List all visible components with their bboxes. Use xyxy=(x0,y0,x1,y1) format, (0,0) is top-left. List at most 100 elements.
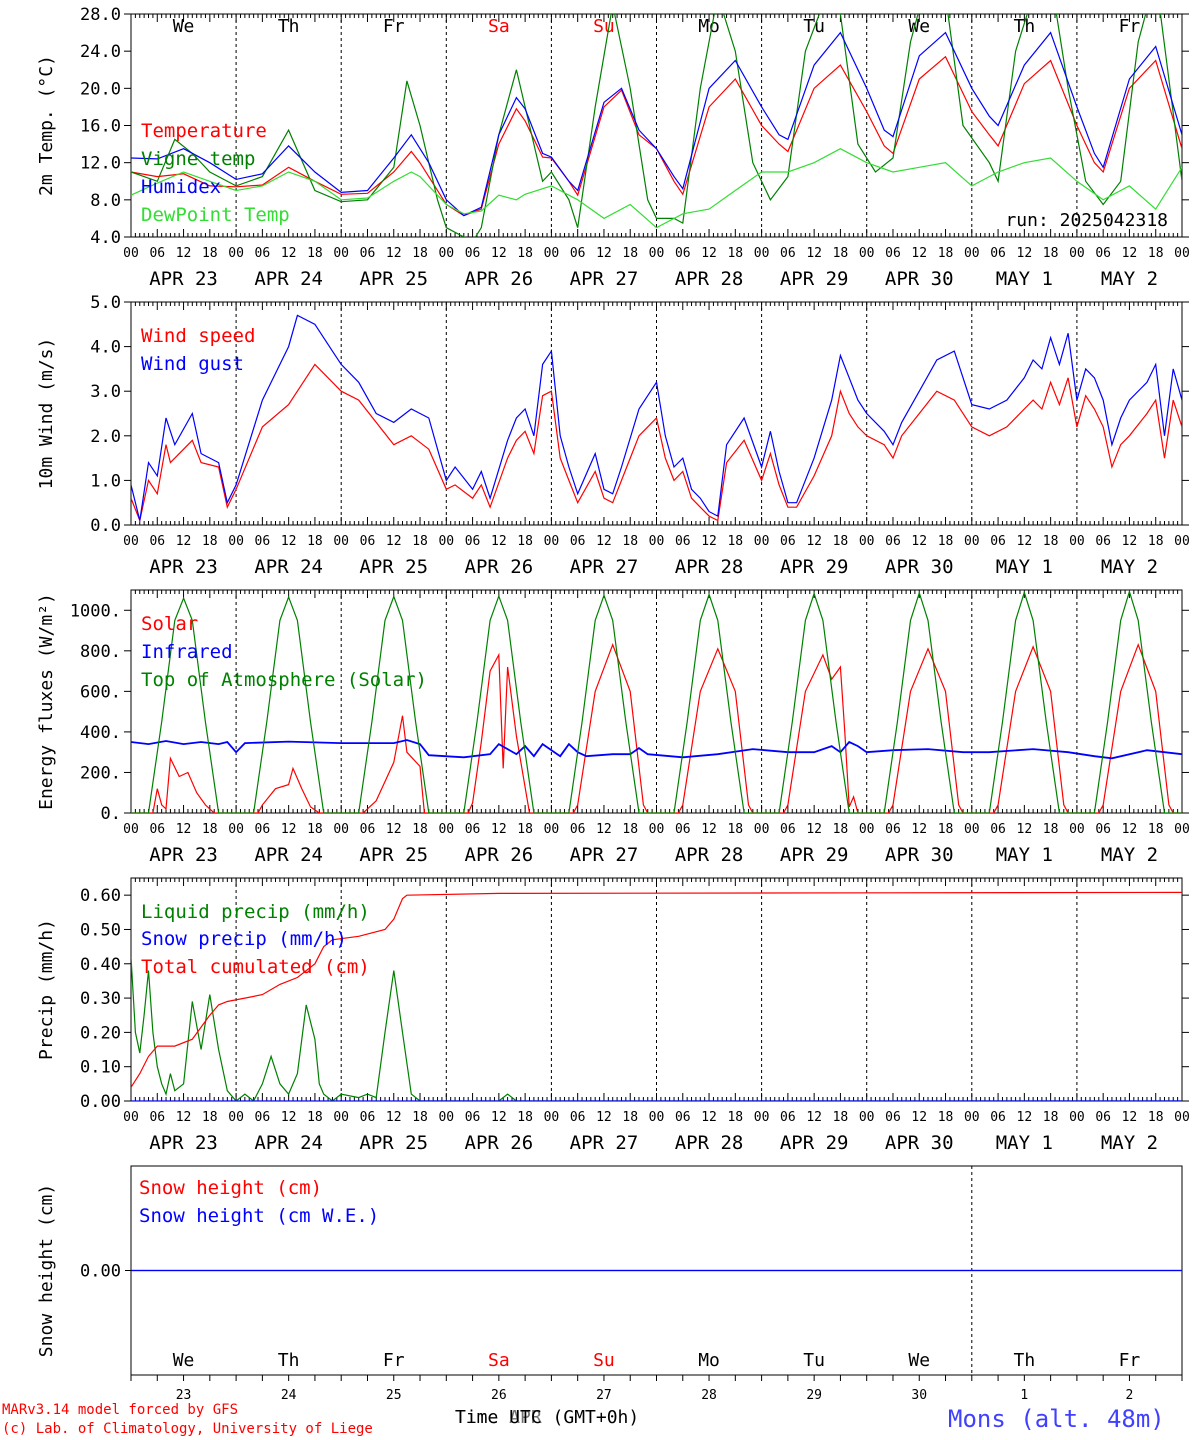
date-label: MAY 1 xyxy=(996,556,1053,578)
series-line-humidex xyxy=(131,31,1182,217)
hour-tick-label: 06 xyxy=(255,1110,271,1125)
y-axis-title: Precip (mm/h) xyxy=(36,919,57,1060)
hour-tick-label: 06 xyxy=(149,1110,165,1125)
date-label: APR 23 xyxy=(149,556,218,578)
hour-tick-label: 06 xyxy=(465,822,481,837)
date-label: MAY 1 xyxy=(996,844,1053,866)
date-label: APR 25 xyxy=(359,1132,428,1154)
hour-tick-label: 18 xyxy=(1043,1110,1059,1125)
day-label: Th xyxy=(278,16,300,37)
hour-tick-label: 00 xyxy=(123,534,139,549)
hour-tick-label: 18 xyxy=(833,1110,849,1125)
hour-tick-label: 18 xyxy=(307,246,323,261)
day-label: Fr xyxy=(383,1350,405,1371)
hour-tick-label: 06 xyxy=(255,822,271,837)
hour-tick-label: 12 xyxy=(911,1110,927,1125)
hour-tick-label: 18 xyxy=(412,246,428,261)
hour-tick-label: 00 xyxy=(228,822,244,837)
hour-tick-label: 12 xyxy=(281,534,297,549)
hour-tick-label: 06 xyxy=(1095,822,1111,837)
y-tick-label: 0.60 xyxy=(80,886,121,906)
hour-tick-label: 00 xyxy=(1069,822,1085,837)
day-label: Mo xyxy=(698,1350,720,1371)
day-label: Th xyxy=(278,1350,300,1371)
hour-tick-label: 18 xyxy=(938,822,954,837)
date-label: APR 26 xyxy=(465,556,534,578)
hour-tick-label: 18 xyxy=(622,246,638,261)
hour-tick-label: 00 xyxy=(1069,534,1085,549)
hour-tick-label: 18 xyxy=(202,822,218,837)
y-tick-label: 0.40 xyxy=(80,955,121,975)
hour-tick-label: 12 xyxy=(176,822,192,837)
hour-tick-label: 18 xyxy=(517,246,533,261)
y-tick-label: 1000. xyxy=(70,601,121,621)
legend-entry: Solar xyxy=(141,613,198,635)
hour-tick-label: 00 xyxy=(228,534,244,549)
day-label: Sa xyxy=(488,16,510,37)
hour-tick-label: 12 xyxy=(491,534,507,549)
date-label: MAY 2 xyxy=(1101,268,1158,290)
hour-tick-label: 00 xyxy=(859,1110,875,1125)
hour-tick-label: 06 xyxy=(465,246,481,261)
hour-tick-label: 00 xyxy=(544,1110,560,1125)
date-label: APR 24 xyxy=(254,1132,323,1154)
day-label: We xyxy=(908,16,930,37)
day-label: Fr xyxy=(1119,16,1141,37)
hour-tick-label: 18 xyxy=(1148,1110,1164,1125)
hour-tick-label: 00 xyxy=(859,822,875,837)
hour-tick-label: 00 xyxy=(754,246,770,261)
hour-tick-label: 00 xyxy=(1069,1110,1085,1125)
hour-tick-label: 06 xyxy=(675,1110,691,1125)
panel-3: 00 06 12 18 APR 23 00 06 12 18 APR 24 00 06 12 18 APR … xyxy=(36,589,1190,866)
date-label: MAY 2 xyxy=(1101,556,1158,578)
y-tick-label: 8.0 xyxy=(90,191,121,211)
series-line-top-of-atmosphere-solar- xyxy=(131,590,1182,813)
y-axis-title: 10m Wind (m/s) xyxy=(36,338,57,490)
y-tick-label: 20.0 xyxy=(80,79,121,99)
hour-tick-label: 12 xyxy=(386,246,402,261)
date-label: APR 25 xyxy=(359,844,428,866)
hour-tick-label: 06 xyxy=(885,822,901,837)
hour-tick-label: 18 xyxy=(727,534,743,549)
hour-tick-label: 00 xyxy=(123,1110,139,1125)
y-tick-label: 0.50 xyxy=(80,920,121,940)
hour-tick-label: 00 xyxy=(649,534,665,549)
legend-entry: Humidex xyxy=(141,176,221,198)
date-label: APR 30 xyxy=(885,844,954,866)
date-label: MAY 2 xyxy=(1101,1132,1158,1154)
hour-tick-label: 06 xyxy=(990,534,1006,549)
hour-tick-label: 06 xyxy=(149,534,165,549)
date-label: APR 28 xyxy=(675,844,744,866)
hour-tick-label: 18 xyxy=(307,822,323,837)
date-label: APR 23 xyxy=(149,844,218,866)
hour-tick-label: 00 xyxy=(859,534,875,549)
hour-tick-label: 12 xyxy=(911,822,927,837)
hour-tick-label: 00 xyxy=(964,822,980,837)
hour-tick-label: 12 xyxy=(281,1110,297,1125)
hour-tick-label: 00 xyxy=(649,822,665,837)
hour-tick-label: 00 xyxy=(123,822,139,837)
hour-tick-label: 06 xyxy=(255,246,271,261)
day-label: We xyxy=(908,1350,930,1371)
date-number-label: 29 xyxy=(806,1388,822,1403)
hour-tick-label: 06 xyxy=(990,246,1006,261)
hour-tick-label: 00 xyxy=(1069,246,1085,261)
date-number-label: 27 xyxy=(596,1388,612,1403)
hour-tick-label: 18 xyxy=(833,246,849,261)
hour-tick-label: 18 xyxy=(833,534,849,549)
legend-entry: DewPoint Temp xyxy=(141,204,290,226)
date-number-label: 30 xyxy=(911,1388,927,1403)
series-line-total-cumulated-cm- xyxy=(131,891,1182,1088)
hour-tick-label: 12 xyxy=(176,246,192,261)
day-label: Fr xyxy=(1119,1350,1141,1371)
hour-tick-label: 00 xyxy=(228,246,244,261)
y-tick-label: 28.0 xyxy=(80,5,121,25)
hour-tick-label: 18 xyxy=(412,1110,428,1125)
y-tick-label: 0.10 xyxy=(80,1058,121,1078)
hour-tick-label: 18 xyxy=(938,246,954,261)
hour-tick-label: 12 xyxy=(701,822,717,837)
hour-tick-label: 12 xyxy=(911,534,927,549)
series-line-wind-speed xyxy=(131,363,1182,523)
run-label: run: 2025042318 xyxy=(1005,210,1168,231)
series-group xyxy=(131,891,1182,1101)
